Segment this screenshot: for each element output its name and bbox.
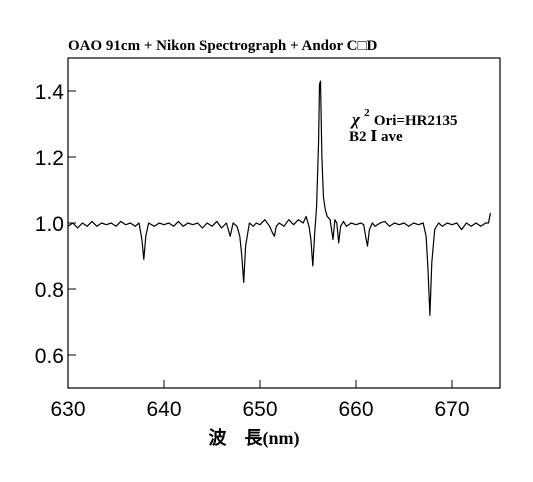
series-line-spectrum: [67, 80, 491, 316]
y-axis-ticks: 0.6 0.8 1.0 1.2 1.4: [35, 81, 76, 368]
annotation-star-id: Ori=HR2135: [374, 113, 458, 129]
annotation-superscript: 2: [364, 107, 370, 119]
y-tick-label: 1.4: [35, 81, 65, 104]
annotation-star-name: χ 2 Ori=HR2135: [350, 101, 457, 129]
x-tick-label: 630: [50, 398, 85, 421]
x-tick-label: 650: [242, 398, 277, 421]
x-axis-ticks: 630 640 650 660 670: [50, 380, 470, 421]
y-tick-label: 0.8: [35, 279, 64, 302]
y-tick-label: 1.0: [35, 213, 64, 236]
x-tick-label: 670: [434, 398, 469, 421]
x-axis-label: 波 長(nm): [209, 427, 300, 449]
annotation-chi: χ: [350, 110, 361, 129]
chart-title: OAO 91cm + Nikon Spectrograph + Andor C□…: [68, 38, 378, 54]
annotation-spectral-type: B2 Ⅰ ave: [349, 129, 403, 145]
x-tick-label: 640: [146, 398, 181, 421]
y-tick-label: 1.2: [35, 147, 64, 170]
y-tick-label: 0.6: [35, 345, 64, 368]
x-tick-label: 660: [338, 398, 373, 421]
